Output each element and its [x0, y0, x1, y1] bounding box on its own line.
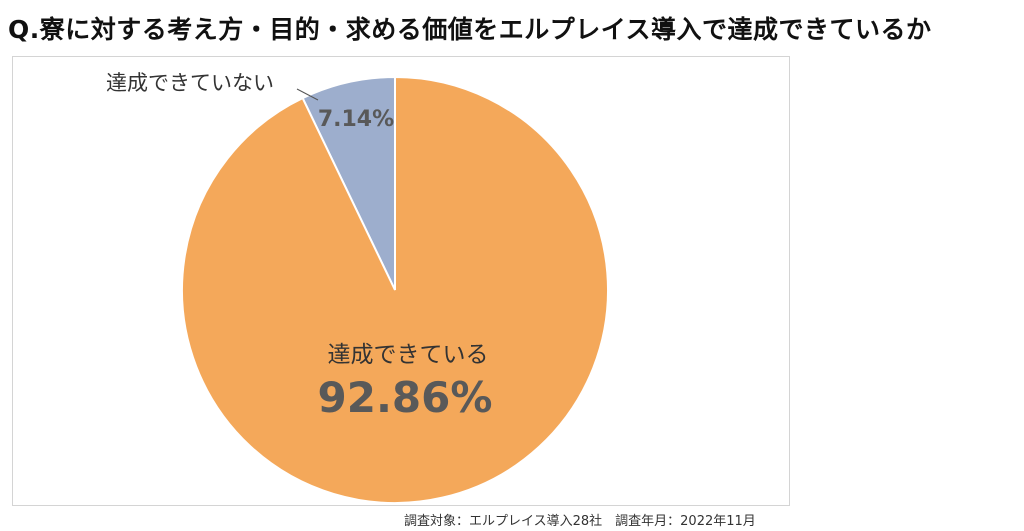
leader-line — [296, 88, 319, 101]
slice-value-achieved: 92.86% — [318, 373, 493, 422]
slice-label-achieved: 達成できている — [328, 342, 489, 368]
page-title: Q.寮に対する考え方・目的・求める価値をエルプレイス導入で達成できているか — [8, 15, 932, 44]
slice-label-not-achieved: 達成できていない — [106, 71, 274, 95]
pie-labels: 達成できている 92.86% 達成できていない 7.14% — [106, 71, 492, 422]
survey-footnote: 調査対象：エルプレイス導入28社 調査年月：2022年11月 — [404, 514, 756, 529]
slice-value-not-achieved: 7.14% — [318, 107, 394, 132]
pie-slices — [181, 75, 609, 504]
pie-slice-achieved — [181, 75, 609, 504]
